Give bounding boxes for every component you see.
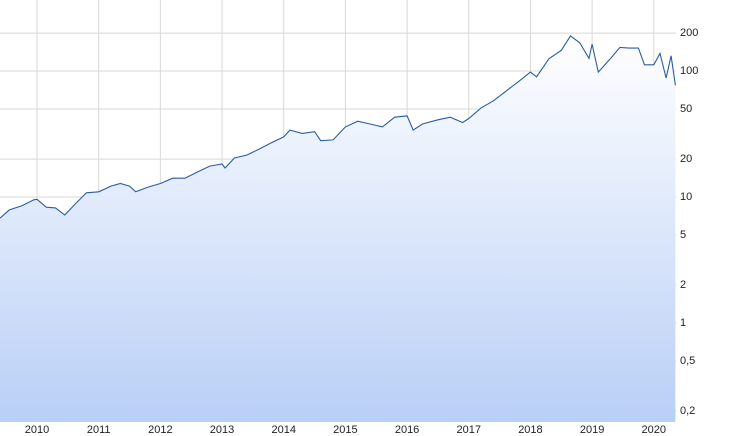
x-tick-label: 2015 bbox=[333, 424, 357, 436]
y-tick-label: 100 bbox=[680, 65, 698, 77]
x-tick-label: 2012 bbox=[148, 424, 172, 436]
x-tick-label: 2020 bbox=[642, 424, 666, 436]
y-tick-label: 0,2 bbox=[680, 405, 695, 417]
x-tick-label: 2018 bbox=[518, 424, 542, 436]
x-tick-label: 2010 bbox=[25, 424, 49, 436]
x-tick-label: 2014 bbox=[271, 424, 295, 436]
y-tick-label: 20 bbox=[680, 153, 692, 165]
y-tick-label: 1 bbox=[680, 317, 686, 329]
y-tick-label: 5 bbox=[680, 229, 686, 241]
y-tick-label: 0,5 bbox=[680, 355, 695, 367]
line bbox=[0, 35, 676, 219]
y-tick-label: 2 bbox=[680, 279, 686, 291]
x-tick-label: 2019 bbox=[580, 424, 604, 436]
area bbox=[0, 35, 676, 423]
y-tick-label: 50 bbox=[680, 103, 692, 115]
x-tick-label: 2013 bbox=[210, 424, 234, 436]
x-tick-label: 2017 bbox=[457, 424, 481, 436]
x-tick-label: 2016 bbox=[395, 424, 419, 436]
x-tick-label: 2011 bbox=[87, 424, 111, 436]
y-tick-label: 10 bbox=[680, 191, 692, 203]
y-tick-label: 200 bbox=[680, 27, 698, 39]
